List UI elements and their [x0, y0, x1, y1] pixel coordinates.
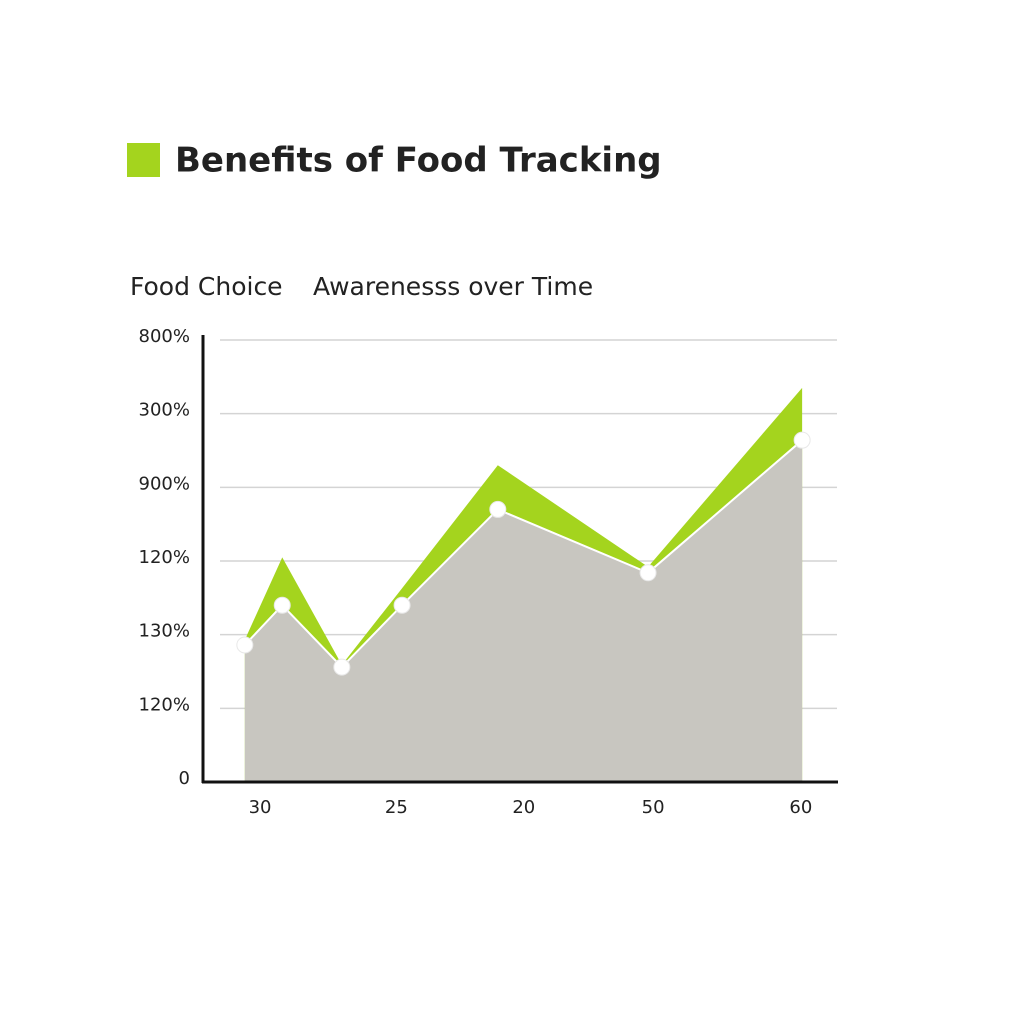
x-tick-label: 20: [512, 797, 535, 818]
axes: [201, 335, 838, 784]
y-tick-label: 800%: [139, 326, 190, 347]
y-tick-label: 300%: [139, 400, 190, 421]
point: [236, 636, 254, 654]
y-tick-label: 120%: [139, 547, 190, 568]
point: [273, 596, 291, 614]
point: [639, 564, 657, 582]
x-tick-label: 25: [385, 797, 408, 818]
title-marker: [127, 143, 160, 177]
y-tick-label: 130%: [139, 621, 190, 642]
chart-title: Benefits of Food Tracking: [175, 141, 662, 181]
y-tick-label: 900%: [139, 473, 190, 494]
subtitle: Food Choice: [130, 272, 283, 301]
y-tick-label: 0: [179, 768, 190, 789]
subtitle: Awarenesss over Time: [313, 272, 593, 301]
y-tick-label: 120%: [139, 694, 190, 715]
x-tick-label: 50: [642, 797, 665, 818]
point: [793, 431, 811, 449]
point: [393, 596, 411, 614]
x-tick-label: 30: [249, 797, 272, 818]
area: [244, 440, 803, 782]
x-tick-label: 60: [789, 797, 812, 818]
plot-area: [236, 387, 811, 782]
point: [333, 658, 351, 676]
point: [489, 500, 507, 518]
